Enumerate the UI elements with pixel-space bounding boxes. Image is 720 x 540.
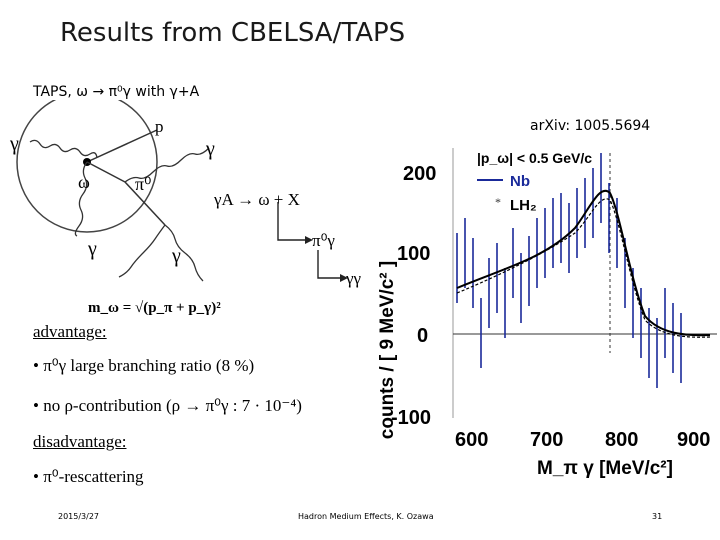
reaction-label: γA → ω + X [213,190,300,209]
page-title: Results from CBELSA/TAPS [60,18,406,48]
legend-cut: |p_ω| < 0.5 GeV/c [477,150,592,166]
omega-label: ω [78,172,90,192]
decay2-label: γγ [345,269,362,288]
proton-line [86,129,158,163]
ytick-minus100: -100 [391,407,431,429]
decay-arrow-2 [317,250,340,279]
subtitle: TAPS, ω → π⁰γ with γ+A [33,84,200,100]
mass-formula: m_ω = √(p_π + p_γ)² [88,300,221,316]
xtick-900: 900 [677,429,710,451]
plot-ylabel: counts / [ 9 MeV/c² ] [377,261,398,439]
target-circle [16,100,158,233]
decay-arrow-1 [277,202,305,241]
xtick-800: 800 [605,429,638,451]
omega-photon-down [74,161,88,237]
plot-xlabel: M_π γ [MeV/c²] [537,458,673,479]
omega-line [86,161,126,183]
pi0-photon-right [164,224,204,282]
ytick-200: 200 [403,163,436,185]
footer-page: 31 [652,512,663,521]
pi0-label: π⁰ [135,174,151,194]
advantage-heading: advantage: [33,322,107,341]
mass-spectrum-plot: counts / [ 9 MeV/c² ] 200 100 0 -100 |p_… [377,148,717,479]
decay-diagram: γ p ω γ π⁰ γ γ γA → ω + X π⁰γ γγ m_ω = √… [9,100,362,316]
pi0-line [124,181,166,226]
disadvantage-item-1: • π⁰-rescattering [33,467,144,486]
ytick-100: 100 [397,243,430,265]
omega-photon-line [124,147,210,183]
incoming-photon-line [29,139,98,159]
svg-text:*: * [495,195,501,209]
gamma-in-label: γ [9,133,19,155]
reference: arXiv: 1005.5694 [530,118,651,134]
disadvantage-heading: disadvantage: [33,432,127,451]
xtick-700: 700 [530,429,563,451]
proton-label: p [155,117,164,136]
gamma-out-label: γ [205,138,215,160]
legend-nb: Nb [510,173,530,190]
advantage-item-2: • no ρ-contribution (ρ → π⁰γ : 7 · 10⁻⁴) [33,396,302,415]
ytick-0: 0 [417,325,428,347]
advantage-item-1: • π⁰γ large branching ratio (8 %) [33,356,255,375]
gamma-left-label: γ [87,238,97,260]
decay-label: π⁰γ [312,231,335,250]
gamma-right-label: γ [171,245,181,267]
xtick-600: 600 [455,429,488,451]
legend-lh2: LH₂ [510,197,537,214]
pi0-photon-left [118,224,166,278]
footer-center: Hadron Medium Effects, K. Ozawa [298,512,434,521]
footer-date: 2015/3/27 [58,512,100,521]
